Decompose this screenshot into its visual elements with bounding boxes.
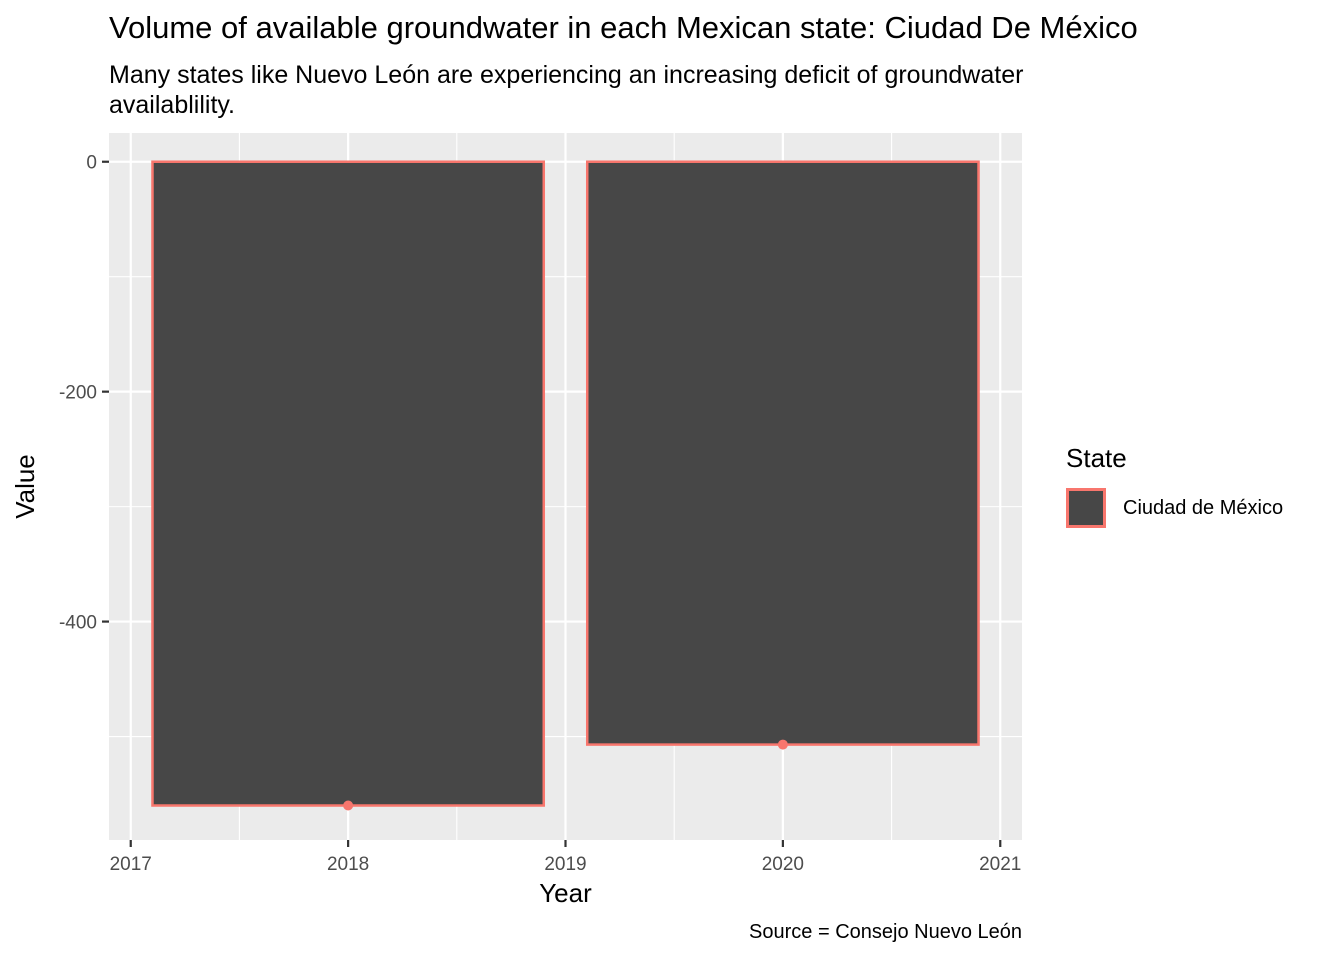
legend-item: Ciudad de México — [1066, 488, 1283, 528]
chart-title: Volume of available groundwater in each … — [109, 10, 1138, 45]
legend-title: State — [1066, 443, 1127, 473]
x-tick-label: 2017 — [110, 854, 152, 875]
y-tick-label: -200 — [59, 383, 97, 404]
x-tick-label: 2020 — [762, 854, 804, 875]
bar — [585, 160, 980, 746]
y-axis-label: Value — [10, 454, 40, 519]
y-tick-label: 0 — [86, 153, 97, 174]
bars — [151, 160, 980, 807]
points — [343, 739, 788, 811]
data-point — [343, 800, 354, 811]
legend: State Ciudad de México — [1066, 443, 1283, 528]
chart-caption: Source = Consejo Nuevo León — [749, 921, 1022, 943]
y-tick-label: -400 — [59, 613, 97, 634]
legend-key-swatch — [1066, 488, 1106, 528]
x-tick-label: 2018 — [327, 854, 369, 875]
x-tick-label: 2019 — [544, 854, 586, 875]
bar — [151, 160, 546, 807]
legend-item-label: Ciudad de México — [1123, 496, 1284, 519]
data-point — [777, 739, 788, 750]
x-tick-label: 2021 — [979, 854, 1021, 875]
x-axis: 2017 2018 2019 2020 2021 — [110, 840, 1021, 875]
y-axis: 0 -200 -400 — [59, 153, 109, 634]
x-axis-label: Year — [539, 878, 592, 908]
chart-subtitle: Many states like Nuevo León are experien… — [109, 61, 1024, 119]
